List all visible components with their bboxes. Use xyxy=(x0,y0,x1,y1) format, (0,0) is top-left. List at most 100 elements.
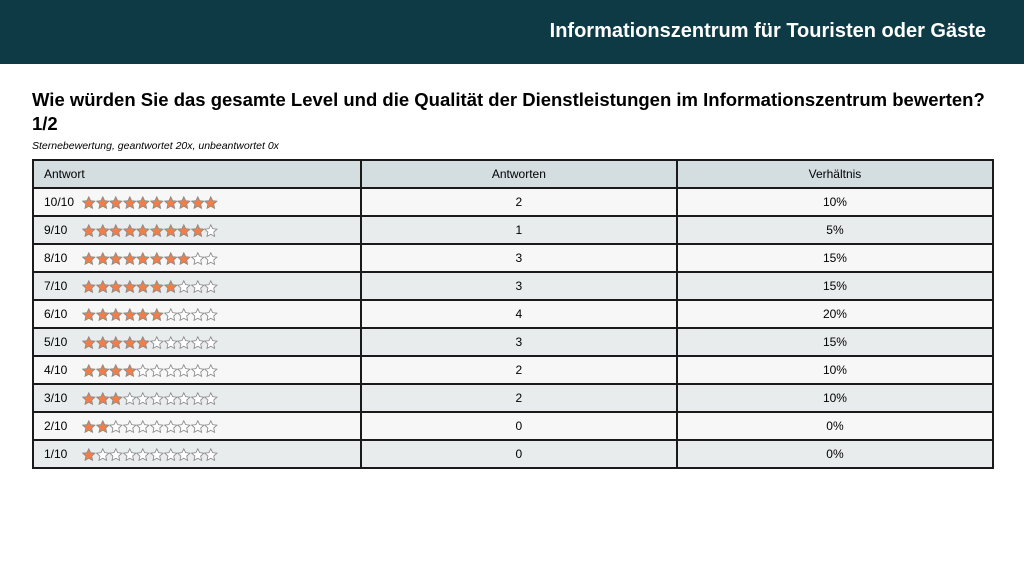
star-filled-icon xyxy=(136,335,150,349)
ratio-cell: 10% xyxy=(675,355,995,385)
count-cell: 2 xyxy=(359,383,678,413)
star-empty-icon xyxy=(190,447,205,461)
star-filled-icon xyxy=(190,223,205,237)
star-filled-icon xyxy=(109,223,123,237)
star-empty-icon xyxy=(204,335,218,349)
star-filled-icon xyxy=(109,391,123,405)
star-empty-icon xyxy=(190,335,205,349)
answer-label: 9/10 xyxy=(44,223,68,237)
star-filled-icon xyxy=(163,223,178,237)
star-empty-icon xyxy=(190,391,205,405)
star-filled-icon xyxy=(122,279,137,293)
answer-cell: 7/10 xyxy=(32,271,362,301)
star-empty-icon xyxy=(177,363,191,377)
star-rating xyxy=(82,419,218,433)
answer-label: 8/10 xyxy=(44,251,68,265)
answer-cell: 4/10 xyxy=(32,355,362,385)
question-title: Wie würden Sie das gesamte Level und die… xyxy=(32,89,985,134)
star-empty-icon xyxy=(204,419,218,433)
star-filled-icon xyxy=(95,419,110,433)
star-filled-icon xyxy=(136,223,150,237)
star-empty-icon xyxy=(163,363,178,377)
ratio-cell: 5% xyxy=(675,215,995,245)
count-cell: 2 xyxy=(359,187,678,217)
star-empty-icon xyxy=(190,279,205,293)
star-filled-icon xyxy=(122,307,137,321)
star-empty-icon xyxy=(177,307,191,321)
star-empty-icon xyxy=(190,307,205,321)
answer-cell: 5/10 xyxy=(32,327,362,357)
table-row: 6/10 4 20% xyxy=(32,299,995,329)
star-filled-icon xyxy=(149,307,164,321)
star-empty-icon xyxy=(109,447,123,461)
answer-label: 3/10 xyxy=(44,391,68,405)
star-filled-icon xyxy=(122,363,137,377)
star-empty-icon xyxy=(204,279,218,293)
table-row: 3/10 2 10% xyxy=(32,383,995,413)
star-rating xyxy=(82,223,218,237)
star-filled-icon xyxy=(109,335,123,349)
answer-cell: 6/10 xyxy=(32,299,362,329)
star-filled-icon xyxy=(95,391,110,405)
star-empty-icon xyxy=(136,391,150,405)
count-cell: 3 xyxy=(359,327,678,357)
star-rating xyxy=(82,251,218,265)
question-subtitle: Sternebewertung, geantwortet 20x, unbean… xyxy=(32,140,279,152)
star-filled-icon xyxy=(163,251,178,265)
star-empty-icon xyxy=(204,251,218,265)
table-row: 2/10 0 0% xyxy=(32,411,995,441)
star-empty-icon xyxy=(204,363,218,377)
star-empty-icon xyxy=(177,279,191,293)
header-ratio: Verhältnis xyxy=(675,159,995,189)
star-filled-icon xyxy=(82,391,96,405)
star-filled-icon xyxy=(95,363,110,377)
star-filled-icon xyxy=(122,251,137,265)
header-bar: Informationszentrum für Touristen oder G… xyxy=(0,0,1024,64)
star-filled-icon xyxy=(109,195,123,209)
star-rating xyxy=(82,195,218,209)
table-row: 9/10 1 5% xyxy=(32,215,995,245)
answer-label: 5/10 xyxy=(44,335,68,349)
table-row: 8/10 3 15% xyxy=(32,243,995,273)
count-cell: 3 xyxy=(359,243,678,273)
count-cell: 0 xyxy=(359,411,678,441)
star-empty-icon xyxy=(136,419,150,433)
count-cell: 0 xyxy=(359,439,678,469)
answer-cell: 10/10 xyxy=(32,187,362,217)
star-empty-icon xyxy=(149,447,164,461)
star-filled-icon xyxy=(109,251,123,265)
answer-cell: 9/10 xyxy=(32,215,362,245)
star-empty-icon xyxy=(177,335,191,349)
star-rating xyxy=(82,363,218,377)
star-empty-icon xyxy=(122,391,137,405)
star-filled-icon xyxy=(82,279,96,293)
star-filled-icon xyxy=(136,279,150,293)
star-filled-icon xyxy=(122,195,137,209)
star-filled-icon xyxy=(136,251,150,265)
star-filled-icon xyxy=(95,307,110,321)
answer-cell: 1/10 xyxy=(32,439,362,469)
table-row: 10/10 2 10% xyxy=(32,187,995,217)
star-empty-icon xyxy=(95,447,110,461)
star-filled-icon xyxy=(190,195,205,209)
count-cell: 2 xyxy=(359,355,678,385)
ratio-cell: 20% xyxy=(675,299,995,329)
star-rating xyxy=(82,391,218,405)
answer-cell: 2/10 xyxy=(32,411,362,441)
count-cell: 3 xyxy=(359,271,678,301)
star-empty-icon xyxy=(163,335,178,349)
star-filled-icon xyxy=(82,363,96,377)
answer-label: 10/10 xyxy=(44,195,75,209)
star-filled-icon xyxy=(82,251,96,265)
star-empty-icon xyxy=(136,363,150,377)
star-empty-icon xyxy=(163,447,178,461)
star-empty-icon xyxy=(149,335,164,349)
star-empty-icon xyxy=(190,363,205,377)
star-filled-icon xyxy=(95,251,110,265)
star-filled-icon xyxy=(82,307,96,321)
star-empty-icon xyxy=(190,419,205,433)
star-filled-icon xyxy=(122,223,137,237)
star-rating xyxy=(82,307,218,321)
answer-cell: 3/10 xyxy=(32,383,362,413)
star-empty-icon xyxy=(122,447,137,461)
